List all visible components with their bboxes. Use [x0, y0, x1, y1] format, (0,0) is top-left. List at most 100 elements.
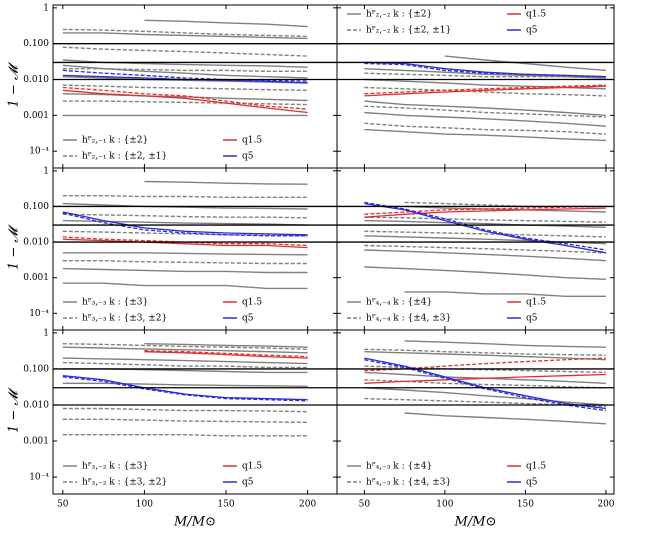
x-axis-label: M/M⊙	[454, 515, 497, 530]
series-line	[404, 291, 606, 297]
series-line	[62, 346, 308, 354]
y-tick-label: 0.100	[23, 39, 49, 49]
panel	[53, 343, 337, 437]
series-line	[62, 434, 308, 437]
y-axis-label: 1 − 𝓜	[7, 61, 22, 107]
legend-label: q1.5	[242, 298, 262, 308]
series-line	[364, 387, 606, 406]
series-line	[62, 64, 308, 79]
series-line	[364, 122, 606, 135]
series-line	[62, 93, 308, 102]
series-line	[364, 249, 606, 262]
y-axis-label: 1 − 𝓜	[7, 387, 22, 433]
series-line	[364, 365, 606, 374]
series-line	[144, 180, 308, 185]
series-line	[404, 205, 606, 213]
series-line	[62, 59, 308, 68]
series-line	[62, 219, 308, 226]
y-tick-label: 0.100	[23, 364, 49, 374]
series-line	[144, 351, 308, 359]
legend-label: hᴾ₂,₋₂ k : {±2, ±1}	[366, 26, 451, 36]
series-line	[444, 55, 606, 72]
y-tick-label: 0.001	[23, 273, 49, 283]
x-tick-label: 50	[359, 500, 371, 510]
legend-label: hᴾ₂,₋₁ k : {±2, ±1}	[82, 152, 167, 162]
series-line	[364, 205, 606, 215]
series-line	[364, 62, 606, 78]
legend-label: hᴾ₂,₋₂ k : {±2}	[366, 10, 432, 20]
y-tick-label: 1	[43, 3, 49, 13]
y-tick-label: 10⁻⁴	[29, 473, 49, 483]
series-line	[144, 19, 308, 28]
legend-label: hᴾ₄,₋₄ k : {±4, ±3}	[366, 314, 451, 324]
series-line	[364, 216, 606, 223]
series-line	[62, 212, 308, 237]
series-line	[364, 105, 606, 118]
series-line	[364, 202, 607, 254]
panel	[337, 201, 614, 297]
panel-frame	[336, 329, 615, 495]
legend-label: q1.5	[526, 298, 546, 308]
series-line	[404, 201, 606, 208]
series-line	[62, 76, 308, 84]
series-line	[364, 230, 606, 238]
y-tick-label: 10⁻⁴	[29, 309, 49, 319]
series-line	[62, 213, 308, 219]
series-line	[364, 72, 606, 79]
series-line	[364, 207, 606, 218]
series-line	[62, 376, 308, 402]
legend-label: hᴾ₂,₋₁ k : {±2}	[82, 136, 148, 146]
series-line	[62, 89, 308, 114]
series-line	[144, 350, 308, 358]
series-line	[144, 343, 308, 348]
legend-label: hᴾ₄,₋₄ k : {±4}	[366, 298, 432, 308]
series-line	[364, 128, 606, 142]
series-line	[62, 84, 308, 91]
series-line	[364, 357, 606, 372]
series-line	[364, 84, 606, 95]
y-tick-label: 0.010	[23, 400, 49, 410]
series-line	[404, 340, 606, 348]
legend-label: q5	[242, 478, 254, 488]
series-line	[404, 412, 606, 425]
series-line	[62, 267, 308, 274]
legend-label: q5	[242, 152, 254, 162]
series-line	[62, 32, 308, 40]
y-tick-label: 0.010	[23, 238, 49, 248]
series-line	[62, 28, 308, 38]
series-line	[364, 244, 606, 254]
y-axis-label: 1 − 𝓜	[7, 224, 22, 270]
series-line	[62, 238, 308, 249]
series-line	[364, 100, 606, 117]
series-line	[62, 86, 308, 110]
legend-label: q1.5	[242, 462, 262, 472]
y-tick-label: 0.001	[23, 437, 49, 447]
y-tick-label: 0.010	[23, 75, 49, 85]
legend-label: q1.5	[526, 10, 546, 20]
legend-label: hᴾ₃,₋₂ k : {±3, ±2}	[82, 478, 167, 488]
series-line	[364, 351, 606, 361]
legend-label: q5	[526, 314, 538, 324]
legend-label: hᴾ₃,₋₃ k : {±3, ±2}	[82, 314, 167, 324]
series-line	[62, 418, 308, 423]
series-line	[62, 375, 308, 401]
series-line	[62, 100, 308, 106]
x-tick-label: 150	[517, 500, 534, 510]
series-line	[364, 357, 606, 410]
series-line	[364, 373, 606, 384]
legend-label: q5	[242, 314, 254, 324]
series-line	[62, 46, 308, 57]
series-line	[62, 382, 308, 387]
x-tick-label: 200	[597, 500, 614, 510]
series-line	[364, 86, 606, 97]
y-tick-label: 0.001	[23, 111, 49, 121]
x-tick-label: 200	[299, 500, 316, 510]
x-tick-label: 150	[217, 500, 234, 510]
series-line	[62, 68, 308, 72]
x-tick-label: 100	[436, 500, 453, 510]
x-tick-label: 100	[136, 500, 153, 510]
series-line	[62, 407, 308, 413]
series-line	[62, 361, 308, 369]
series-line	[364, 201, 607, 251]
series-line	[62, 202, 308, 210]
